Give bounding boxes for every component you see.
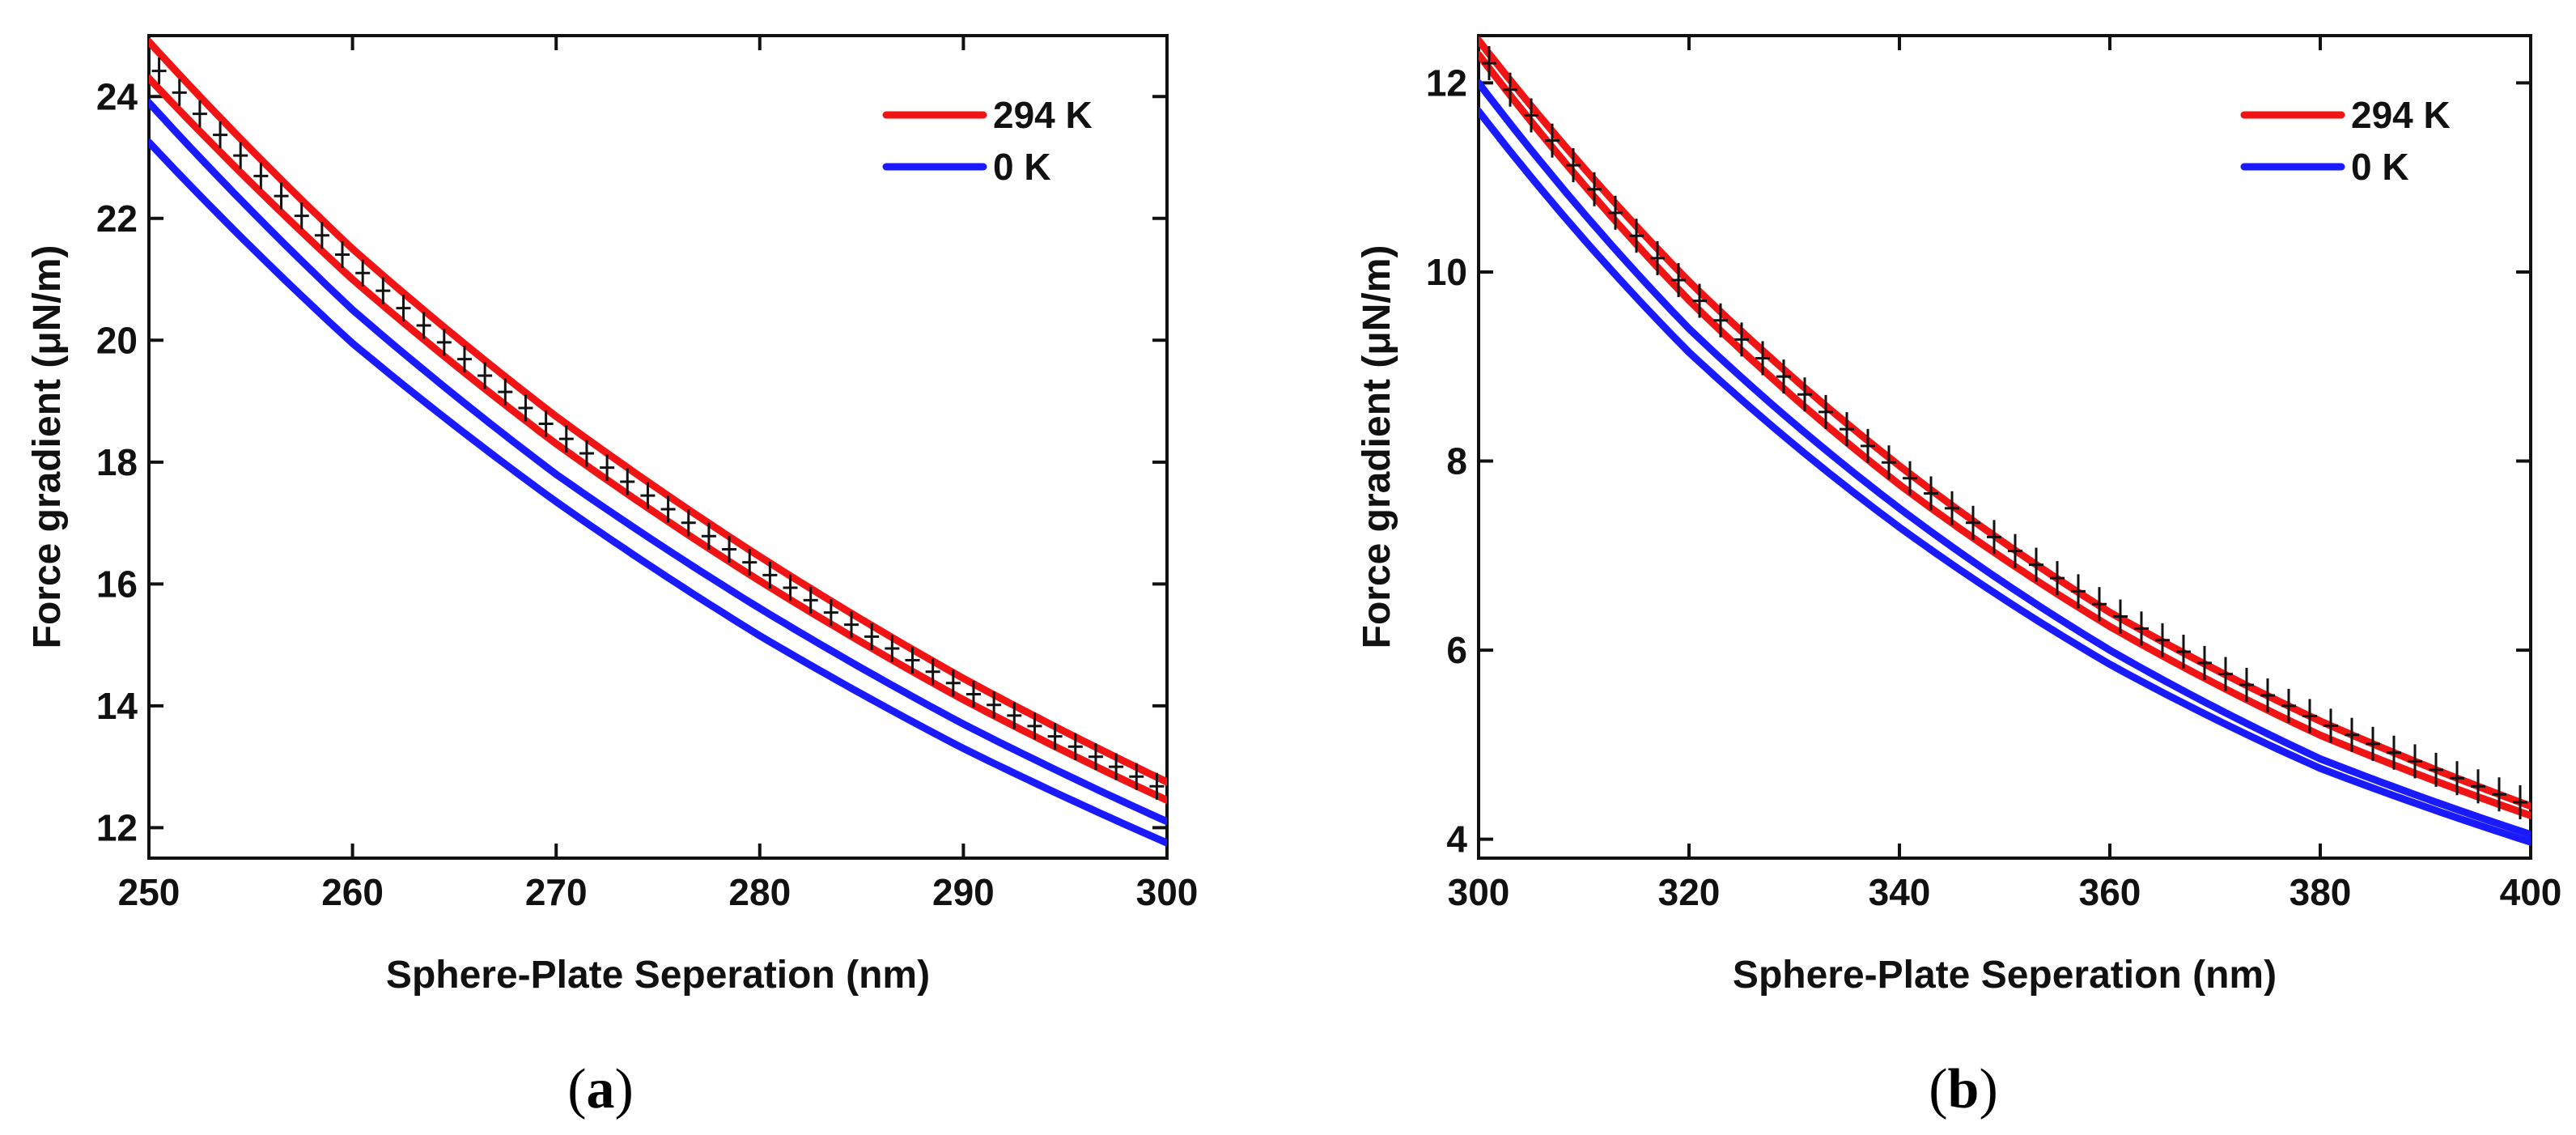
chart-b-measured-data — [1482, 46, 2527, 819]
panel-a-close-paren: ) — [615, 1058, 634, 1120]
chart-a-y-tick-label-18: 18 — [96, 441, 138, 483]
chart-b-series-294-k-lower — [1479, 50, 2531, 819]
panel-b-close-paren: ) — [1979, 1058, 1997, 1120]
chart-b-series-0-k-upper — [1479, 79, 2531, 839]
chart-b-y-tick-label-4: 4 — [1446, 818, 1467, 861]
chart-b-x-tick-label-320: 320 — [1658, 871, 1721, 913]
chart-b-ticks: 300 320 340 360 380 400 4 6 8 10 12 — [1426, 36, 2562, 913]
chart-b-x-tick-label-380: 380 — [2290, 871, 2352, 913]
chart-a-y-axis-label: Force gradient (μN/m) — [26, 245, 69, 649]
chart-a-x-tick-label-290: 290 — [932, 871, 995, 913]
chart-b-legend-label-0k: 0 K — [2351, 146, 2409, 188]
chart-b-x-tick-label-400: 400 — [2500, 871, 2562, 913]
panel-b-letter: b — [1948, 1058, 1980, 1120]
chart-a-legend-label-0k: 0 K — [993, 146, 1051, 188]
chart-a-x-tick-label-250: 250 — [118, 871, 180, 913]
chart-a-plot-frame — [147, 34, 1169, 860]
chart-b-y-tick-label-8: 8 — [1446, 440, 1467, 482]
chart-a-x-axis-label: Sphere-Plate Seperation (nm) — [386, 954, 930, 997]
panel-a-open-paren: ( — [567, 1058, 586, 1120]
chart-b-y-tick-label-12: 12 — [1426, 62, 1467, 104]
chart-b-y-tick-label-6: 6 — [1446, 629, 1467, 671]
chart-a-y-tick-label-24: 24 — [96, 75, 138, 117]
chart-a-legend-label-294k: 294 K — [993, 94, 1093, 136]
chart-b-series-294-k-upper — [1479, 36, 2531, 810]
chart-b-series-0-k-lower — [1479, 107, 2531, 846]
chart-b-y-tick-label-10: 10 — [1426, 251, 1467, 293]
chart-a-y-tick-label-12: 12 — [96, 806, 138, 848]
panel-b-open-paren: ( — [1929, 1058, 1947, 1120]
chart-a-legend: 294 K 0 K — [882, 94, 1093, 188]
chart-b-legend: 294 K 0 K — [2240, 94, 2451, 188]
chart-b-x-axis-label: Sphere-Plate Seperation (nm) — [1733, 954, 2277, 997]
chart-a-series-0-k-lower — [149, 138, 1167, 847]
chart-a-x-tick-label-260: 260 — [321, 871, 384, 913]
chart-a-x-tick-label-300: 300 — [1136, 871, 1199, 913]
panel-b-caption: (b) — [1929, 1058, 1998, 1120]
chart-b-plot-area — [1479, 36, 2531, 846]
chart-a-x-tick-label-280: 280 — [728, 871, 791, 913]
chart-b-x-tick-label-340: 340 — [1869, 871, 1931, 913]
chart-a-y-tick-label-14: 14 — [96, 685, 138, 727]
chart-a-measured-data — [151, 57, 1165, 800]
chart-a-y-tick-label-20: 20 — [96, 319, 138, 361]
chart-b-plot-frame — [1477, 34, 2532, 860]
chart-a-y-tick-label-22: 22 — [96, 198, 138, 240]
chart-a: 250 260 270 280 290 300 12 14 16 18 20 22 24 294 K 0… — [26, 34, 1199, 997]
chart-a-y-tick-label-16: 16 — [96, 563, 138, 605]
chart-a-x-tick-label-270: 270 — [525, 871, 588, 913]
chart-a-ticks: 250 260 270 280 290 300 12 14 16 18 20 22 24 — [96, 36, 1199, 913]
chart-a-series-294-k-upper — [149, 38, 1167, 786]
panel-a-letter: a — [587, 1058, 615, 1120]
chart-a-series-294-k-lower — [149, 74, 1167, 804]
panel-a-caption: (a) — [567, 1058, 634, 1120]
chart-a-plot-area — [149, 38, 1167, 847]
chart-a-series-0-k-upper — [149, 99, 1167, 826]
chart-b: 300 320 340 360 380 400 4 6 8 10 12 294 K 0 K Sphe… — [1356, 34, 2562, 997]
chart-b-x-tick-label-300: 300 — [1448, 871, 1510, 913]
chart-b-y-axis-label: Force gradient (μN/m) — [1356, 245, 1398, 649]
chart-b-x-tick-label-360: 360 — [2079, 871, 2141, 913]
chart-b-legend-label-294k: 294 K — [2351, 94, 2451, 136]
